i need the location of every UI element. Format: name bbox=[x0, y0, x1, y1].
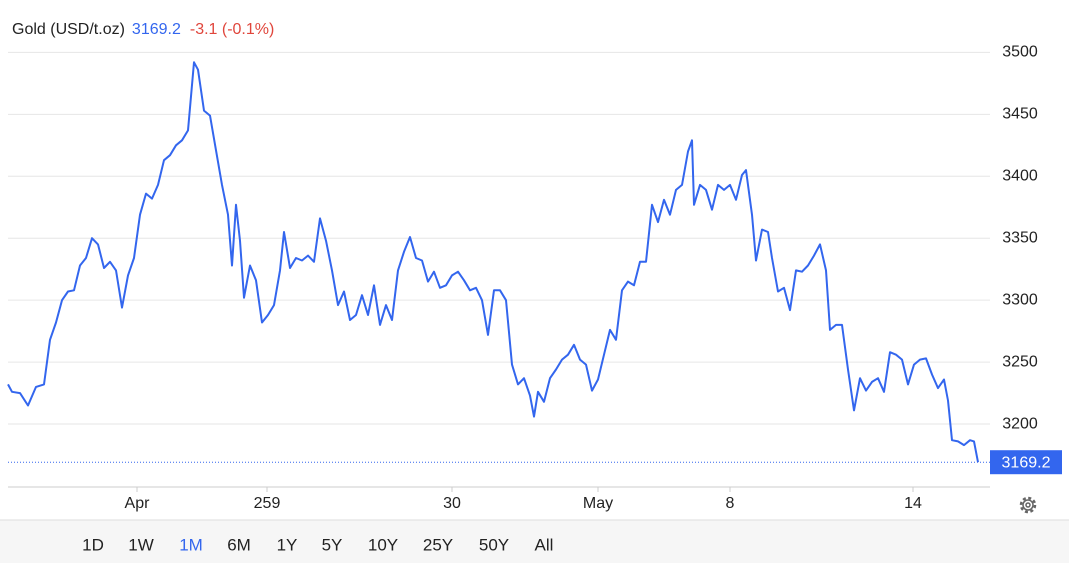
change: -3.1 (-0.1%) bbox=[190, 21, 274, 38]
price-line bbox=[7, 61, 979, 463]
range-button[interactable]: 1M bbox=[179, 535, 203, 554]
y-tick-label: 3250 bbox=[1002, 353, 1038, 370]
range-button[interactable]: 6M bbox=[227, 535, 251, 554]
range-label: 6M bbox=[227, 535, 251, 554]
y-tick-label: 3450 bbox=[1002, 106, 1038, 123]
range-button[interactable]: 25Y bbox=[423, 535, 453, 554]
range-label: 5Y bbox=[322, 535, 343, 554]
gear-teeth bbox=[1019, 496, 1037, 514]
gear-hub bbox=[1025, 502, 1031, 508]
range-label: 1W bbox=[128, 535, 154, 554]
range-button[interactable]: 5Y bbox=[322, 535, 343, 554]
x-tick-label: 30 bbox=[443, 495, 461, 512]
range-label: All bbox=[535, 535, 554, 554]
range-button[interactable]: All bbox=[535, 535, 554, 554]
range-button[interactable]: 10Y bbox=[368, 535, 398, 554]
x-tick-label: 8 bbox=[726, 495, 735, 512]
x-tick-label: 259 bbox=[254, 495, 281, 512]
range-label: 1Y bbox=[277, 535, 298, 554]
range-button[interactable]: 50Y bbox=[479, 535, 509, 554]
range-label: 1M bbox=[179, 535, 203, 554]
last-price-label: 3169.2 bbox=[1002, 454, 1051, 471]
range-button[interactable]: 1W bbox=[128, 535, 154, 554]
last-price-box bbox=[990, 450, 1062, 475]
y-tick-label: 3300 bbox=[1002, 291, 1038, 308]
chart-title: Gold (USD/t.oz) bbox=[12, 21, 125, 38]
settings-button[interactable] bbox=[1019, 496, 1037, 514]
x-tick-label: 14 bbox=[904, 495, 922, 512]
range-button[interactable]: 1Y bbox=[277, 535, 298, 554]
y-tick-label: 3350 bbox=[1002, 229, 1038, 246]
range-button[interactable]: 1D bbox=[82, 535, 104, 554]
range-label: 10Y bbox=[368, 535, 398, 554]
price: 3169.2 bbox=[132, 21, 181, 38]
gear-ring bbox=[1022, 499, 1034, 511]
range-label: 50Y bbox=[479, 535, 509, 554]
x-tick-label: May bbox=[583, 495, 613, 512]
range-bar bbox=[0, 520, 1069, 563]
y-tick-label: 3500 bbox=[1002, 44, 1038, 61]
y-tick-label: 3200 bbox=[1002, 415, 1038, 432]
range-label: 25Y bbox=[423, 535, 453, 554]
x-tick-label: Apr bbox=[125, 495, 151, 512]
range-label: 1D bbox=[82, 535, 104, 554]
y-tick-label: 3400 bbox=[1002, 167, 1038, 184]
